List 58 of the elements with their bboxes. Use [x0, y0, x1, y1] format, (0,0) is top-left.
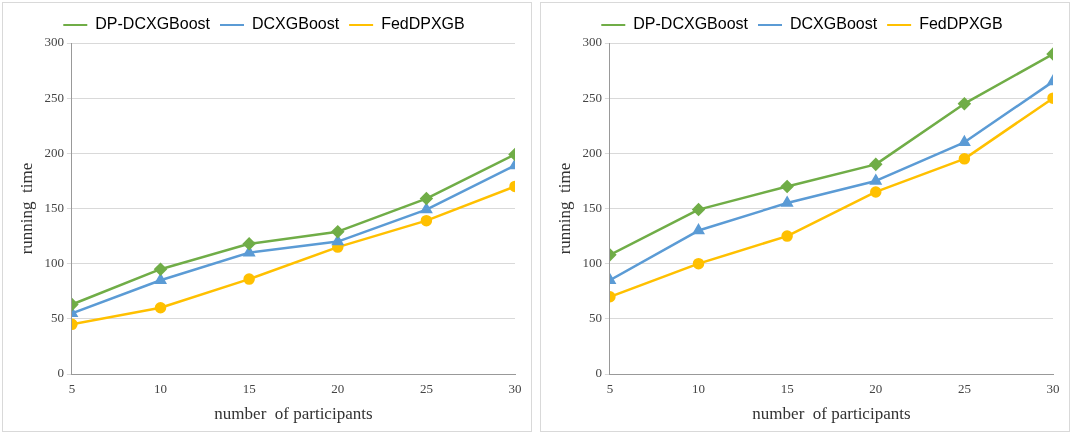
x-tick-label: 15	[780, 381, 794, 397]
legend-label: DP-DCXGBoost	[633, 15, 749, 33]
point	[958, 136, 970, 147]
x-tick-label: 25	[419, 381, 433, 397]
point	[958, 97, 971, 110]
y-tick-label: 200	[582, 144, 602, 160]
y-tick-label: 300	[44, 34, 64, 50]
x-tick-label: 20	[331, 381, 345, 397]
x-axis-title: number of participants	[752, 404, 911, 424]
y-tick-label: 100	[582, 255, 602, 271]
y-tick-label: 50	[50, 310, 64, 326]
y-tick-label: 0	[57, 365, 64, 381]
x-tick-label: 5	[68, 381, 76, 397]
point	[869, 158, 883, 171]
y-tick-label: 300	[582, 34, 602, 50]
y-tick-label: 250	[44, 89, 64, 105]
legend-label: FedDPXGB	[381, 15, 465, 33]
y-axis-title: running time	[554, 162, 574, 255]
y-tick-label: 0	[595, 365, 602, 381]
point	[420, 203, 432, 214]
y-tick-label: 200	[44, 144, 64, 160]
x-tick-label: 25	[957, 381, 971, 397]
point	[242, 237, 256, 251]
legend-label: DP-DCXGBoost	[95, 15, 211, 33]
y-tick-label: 250	[582, 89, 602, 105]
x-tick-label: 30	[1046, 381, 1060, 397]
x-tick-label: 10	[154, 381, 168, 397]
point	[243, 273, 255, 285]
point	[692, 203, 705, 216]
y-tick-label: 150	[44, 199, 64, 215]
point	[154, 262, 167, 276]
x-tick-label: 30	[508, 381, 522, 397]
point	[692, 224, 705, 235]
point	[870, 174, 882, 185]
point	[958, 153, 971, 165]
y-tick-label: 150	[582, 199, 602, 215]
point	[870, 186, 882, 198]
point	[154, 302, 167, 314]
point	[331, 225, 345, 238]
point	[420, 214, 433, 227]
x-tick-label: 5	[606, 381, 614, 397]
y-tick-label: 100	[44, 255, 64, 271]
point	[332, 235, 344, 246]
legend-label: DCXGBoost	[789, 15, 878, 33]
point	[780, 180, 794, 193]
point	[781, 230, 793, 242]
legend-label: FedDPXGB	[919, 15, 1003, 33]
x-tick-label: 10	[692, 381, 706, 397]
point	[692, 257, 705, 270]
x-tick-label: 15	[242, 381, 256, 397]
point	[781, 196, 793, 207]
x-axis-title: number of participants	[214, 404, 373, 424]
y-tick-label: 50	[588, 310, 602, 326]
x-tick-label: 20	[869, 381, 883, 397]
legend-label: DCXGBoost	[251, 15, 340, 33]
point	[154, 273, 167, 284]
y-axis-title: running time	[16, 162, 36, 255]
point	[420, 192, 433, 205]
